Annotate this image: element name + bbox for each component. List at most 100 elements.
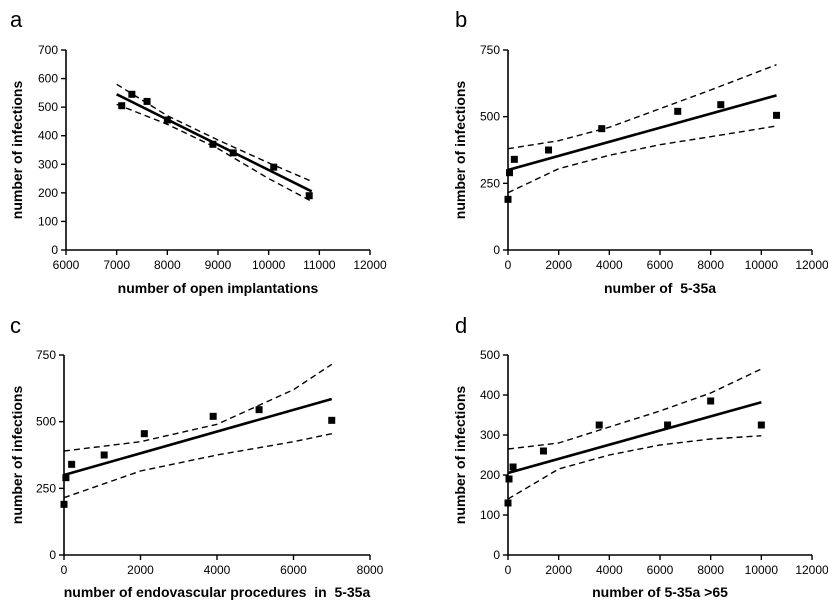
y-tick-label: 700 [38,43,58,57]
x-tick-label: 4000 [204,563,231,577]
data-point [209,140,217,148]
y-tick-label: 500 [36,415,56,429]
x-tick-label: 12000 [795,563,828,577]
panel-d: d 0 100 200 300 400 500 0 2000 4000 6000 8000 10000 1… [452,313,828,600]
x-tick-label: 0 [505,563,512,577]
x-tick-label: 12000 [353,258,387,272]
y-tick-label: 750 [36,348,56,362]
data-point [707,397,715,405]
ci-lower-line [507,125,777,194]
panel-c: c 0 250 500 750 0 2000 4000 6000 8000 number of in… [9,313,384,600]
y-tick-label: 100 [480,508,500,522]
data-point [674,107,682,115]
data-point [328,416,336,424]
x-tick-label: 11000 [303,258,336,272]
data-point [229,149,237,157]
data-point [163,116,171,124]
y-tick-label: 500 [38,100,58,114]
y-tick-label: 400 [480,388,500,402]
ci-lower-line [507,435,762,500]
x-axis-label: number of open implantations [118,280,319,296]
y-tick-label: 0 [493,548,500,562]
x-tick-label: 6000 [280,563,307,577]
x-tick-label: 0 [505,258,512,272]
regression-line [507,94,777,172]
x-tick-label: 10000 [745,258,779,272]
y-tick-label: 400 [38,129,58,143]
data-point [505,475,513,483]
x-tick-label: 10000 [252,258,286,272]
y-tick-label: 0 [51,243,58,257]
data-point [143,97,151,105]
x-tick-label: 2000 [127,563,154,577]
data-point [504,499,512,507]
x-tick-label: 4000 [596,563,623,577]
data-point [539,447,547,455]
x-tick-label: 2000 [545,258,572,272]
data-point [305,192,313,200]
panel-letter: b [455,7,467,32]
x-tick-label: 6000 [647,258,674,272]
y-tick-label: 750 [480,43,500,57]
x-axis-label: number of 5-35a >65 [592,584,728,600]
panel-b: b 0 250 500 750 0 2000 4000 6000 8000 10000 12000 nu… [452,7,828,296]
y-tick-label: 0 [49,548,56,562]
data-point [504,195,512,203]
data-point [773,111,781,119]
x-tick-label: 6000 [647,563,674,577]
y-axis-label: number of infections [452,81,468,220]
x-tick-label: 10000 [745,563,779,577]
panel-letter: d [455,313,467,338]
data-point [510,155,518,163]
y-tick-label: 0 [493,243,500,257]
y-tick-label: 250 [480,176,500,190]
ci-upper-line [507,64,777,150]
y-axis-label: number of infections [9,386,25,525]
data-point [140,430,148,438]
y-tick-label: 200 [38,186,58,200]
y-tick-label: 600 [38,72,58,86]
y-tick-label: 300 [480,428,500,442]
x-tick-label: 12000 [795,258,828,272]
panel-letter: c [10,313,21,338]
data-point [255,406,263,414]
ci-upper-line [116,83,312,183]
x-tick-label: 8000 [697,258,724,272]
x-tick-label: 8000 [357,563,384,577]
data-point [506,169,514,177]
data-point [68,460,76,468]
y-tick-label: 200 [480,468,500,482]
x-axis-label: number of 5-35a [604,280,716,296]
data-point [509,463,517,471]
ci-upper-line [63,363,333,452]
data-point [100,451,108,459]
data-point [595,421,603,429]
data-point [664,421,672,429]
ci-lower-line [116,103,313,203]
data-point [209,412,217,420]
x-tick-label: 4000 [596,258,623,272]
x-tick-label: 9000 [205,258,232,272]
x-tick-label: 7000 [103,258,130,272]
y-axis-label: number of infections [9,81,25,220]
y-tick-label: 500 [480,348,500,362]
x-tick-label: 6000 [53,258,80,272]
panel-letter: a [10,7,23,32]
y-tick-label: 100 [38,214,58,228]
y-tick-label: 500 [480,110,500,124]
regression-line [63,397,333,477]
regression-line [507,400,762,475]
panel-a: a 0 100 200 300 400 500 600 700 6000 7000 8000 9000 1… [9,7,387,296]
y-axis-label: number of infections [452,386,468,525]
data-point [757,421,765,429]
x-tick-label: 0 [61,563,68,577]
y-tick-label: 250 [36,481,56,495]
y-tick-label: 300 [38,157,58,171]
data-point [270,163,278,171]
data-point [598,125,606,133]
data-point [118,102,126,110]
data-point [717,101,725,109]
x-tick-label: 8000 [154,258,181,272]
ci-lower-line [63,433,332,499]
